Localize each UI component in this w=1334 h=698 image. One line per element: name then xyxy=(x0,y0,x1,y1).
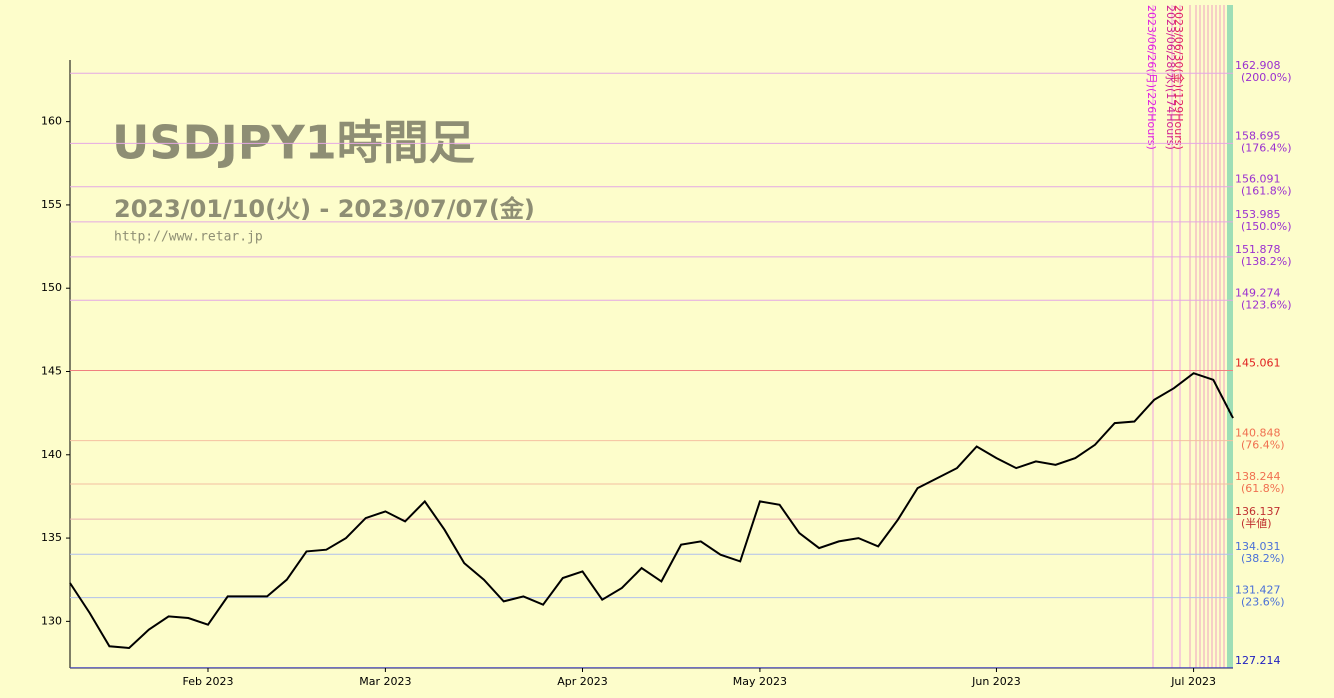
level-value: 156.091 xyxy=(1235,173,1281,186)
level-pct: (23.6%) xyxy=(1241,596,1285,609)
level-value: 136.137 xyxy=(1235,505,1281,518)
level-pct: (200.0%) xyxy=(1241,71,1292,84)
watermark-subtitle: 2023/01/10(火) - 2023/07/07(金) xyxy=(114,195,535,223)
level-pct: (半値) xyxy=(1241,516,1272,530)
x-tick-label: Mar 2023 xyxy=(359,675,411,688)
price-line xyxy=(69,372,1234,650)
y-tick-label: 135 xyxy=(41,531,62,544)
y-tick-label: 160 xyxy=(41,115,62,128)
x-tick-label: Feb 2023 xyxy=(182,675,233,688)
level-value: 134.031 xyxy=(1235,540,1281,553)
level-pct: (176.4%) xyxy=(1241,141,1292,154)
y-tick-label: 130 xyxy=(41,614,62,627)
level-value: 162.908 xyxy=(1235,59,1281,72)
y-tick-label: 140 xyxy=(41,448,62,461)
y-tick-label: 150 xyxy=(41,281,62,294)
level-value: 140.848 xyxy=(1235,427,1281,440)
x-tick-label: Jul 2023 xyxy=(1170,675,1216,688)
level-pct: (38.2%) xyxy=(1241,552,1285,565)
y-tick-label: 155 xyxy=(41,198,62,211)
level-value: 151.878 xyxy=(1235,243,1281,256)
level-pct: (138.2%) xyxy=(1241,255,1292,268)
level-value: 127.214 xyxy=(1235,654,1281,667)
annotation-label: 2023/06/26(月)(226Hours) xyxy=(1145,5,1158,150)
watermark-source: http://www.retar.jp xyxy=(114,230,263,245)
y-tick-label: 145 xyxy=(41,364,62,377)
level-value: 131.427 xyxy=(1235,584,1281,597)
level-pct: (161.8%) xyxy=(1241,185,1292,198)
level-value: 145.061 xyxy=(1235,356,1281,369)
level-pct: (123.6%) xyxy=(1241,298,1292,311)
x-tick-label: Apr 2023 xyxy=(557,675,608,688)
watermark-title: USDJPY1時間足 xyxy=(112,116,475,170)
level-value: 138.244 xyxy=(1235,470,1281,483)
x-tick-label: May 2023 xyxy=(733,675,787,688)
level-pct: (76.4%) xyxy=(1241,439,1285,452)
x-tick-label: Jun 2023 xyxy=(971,675,1021,688)
level-pct: (61.8%) xyxy=(1241,482,1285,495)
level-value: 158.695 xyxy=(1235,129,1281,142)
annotation-label: 2023/06/30(金)(129Hours) xyxy=(1172,5,1186,150)
annotation-label: 2023/06/28(水)(174Hours) xyxy=(1164,5,1177,150)
level-pct: (150.0%) xyxy=(1241,220,1292,233)
level-value: 153.985 xyxy=(1235,208,1281,221)
level-value: 149.274 xyxy=(1235,286,1281,299)
